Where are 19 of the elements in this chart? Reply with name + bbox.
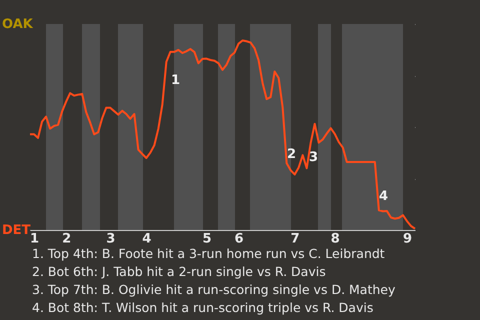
- text: 1. Top 4th: B. Foote hit a 3-run home run vs C. Leibrandt: [32, 246, 385, 261]
- x-tick-label: 1: [30, 232, 40, 246]
- annotation: 2: [287, 147, 296, 162]
- x-tick-label: 4: [142, 232, 152, 246]
- text: 2. Bot 6th: J. Tabb hit a 2-run single vs R. Davis: [32, 264, 326, 279]
- annotation: 1: [171, 73, 180, 88]
- x-tick-label: 6: [234, 232, 244, 246]
- x-tick-label: 7: [290, 232, 300, 246]
- x-tick-label: 8: [330, 232, 340, 246]
- x-tick-label: 9: [402, 232, 412, 246]
- annotation: 3: [309, 150, 318, 165]
- annotation: 4: [379, 189, 388, 204]
- text: 4. Bot 8th: T. Wilson hit a run-scoring triple vs R. Davis: [32, 300, 374, 315]
- text: OAK: [2, 17, 34, 32]
- annotation: DET: [2, 223, 31, 238]
- x-tick-label: 2: [62, 232, 72, 246]
- x-tick-label: 5: [202, 232, 212, 246]
- x-tick-label: 3: [106, 232, 116, 246]
- text: 3. Top 7th: B. Oglivie hit a run-scoring single vs D. Mathey: [32, 282, 396, 297]
